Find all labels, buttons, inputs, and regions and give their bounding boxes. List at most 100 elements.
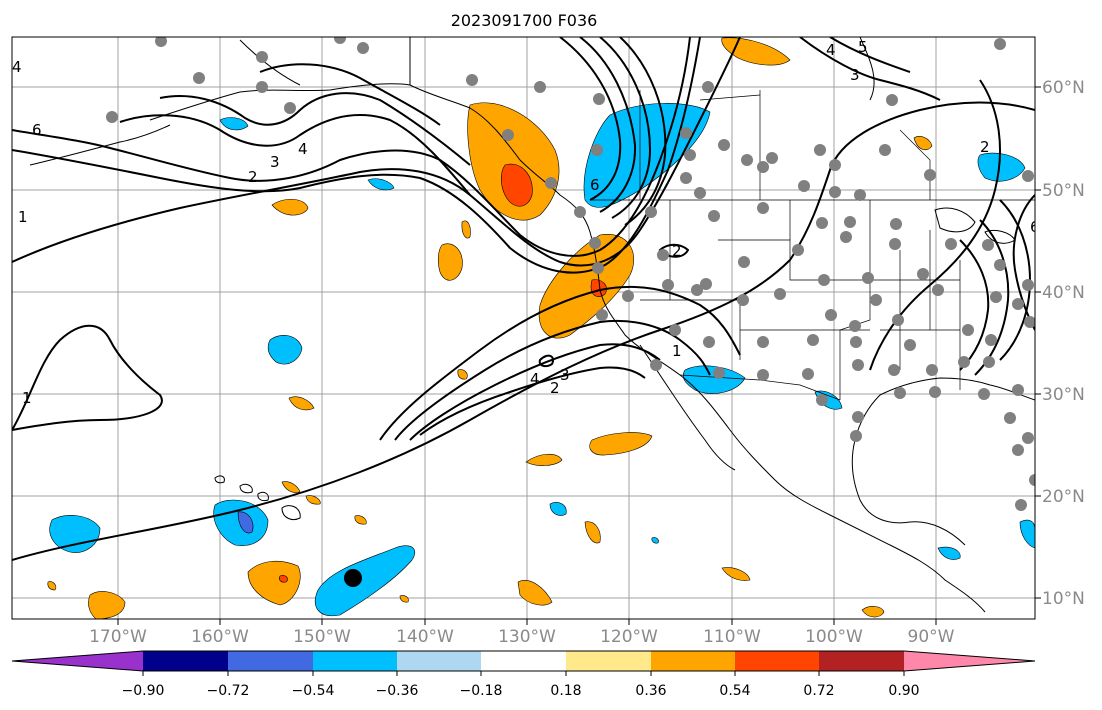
colorbar-tick-label: 0.90 — [888, 683, 919, 699]
contour-line — [829, 37, 911, 73]
contour-label: 2 — [980, 138, 990, 156]
negative-region — [977, 152, 1026, 182]
contour-line — [559, 37, 622, 201]
colorbar-extend-high — [904, 651, 1035, 671]
contour-line — [394, 319, 711, 441]
lat-label: 30°N — [1042, 385, 1085, 405]
contour-label: 6 — [32, 121, 42, 139]
storm-center-marker — [344, 569, 362, 587]
negative-region — [219, 117, 249, 131]
colorbar-segment — [566, 651, 651, 671]
contour-labels: 6 4 3 2 1 2 3 4 1 4 5 3 2 6 1 2 4 6 — [12, 38, 1035, 407]
contour-label: 2 — [550, 379, 560, 397]
positive-region — [437, 243, 463, 281]
colorbar-segment — [651, 651, 735, 671]
contour-label: 4 — [12, 58, 22, 76]
positive-region — [47, 581, 57, 591]
positive-region — [517, 580, 553, 606]
colorbar-segment — [143, 651, 228, 671]
contour-label: 2 — [248, 168, 258, 186]
contour-line — [974, 219, 1010, 376]
negative-region — [367, 178, 395, 191]
negative-region — [549, 502, 567, 516]
coastline — [29, 124, 171, 166]
coastline — [934, 207, 976, 233]
negative-region — [583, 103, 711, 208]
negative-region — [682, 365, 746, 394]
station-markers — [106, 37, 1035, 511]
lon-label: 130°W — [498, 627, 556, 647]
contour-line — [12, 324, 163, 431]
positive-region — [584, 521, 601, 544]
contour-label: 1 — [22, 389, 32, 407]
contour-line — [599, 37, 652, 219]
positive-region — [288, 396, 315, 411]
lon-label: 110°W — [703, 627, 761, 647]
longitude-labels: 170°W 160°W 150°W 140°W 130°W 120°W 110°… — [89, 627, 955, 647]
positive-region-strong — [590, 279, 607, 297]
tick-marks — [117, 86, 1041, 625]
positive-region — [461, 220, 471, 239]
positive-region — [88, 591, 126, 619]
lat-label: 20°N — [1042, 487, 1085, 507]
colorbar-tick-label: −0.54 — [292, 683, 335, 699]
positive-region — [281, 481, 301, 493]
contour-line — [12, 37, 701, 274]
colorbar-segment — [397, 651, 481, 671]
coastline — [854, 377, 1035, 441]
contour-label: 3 — [270, 153, 280, 171]
contour-line — [619, 37, 667, 226]
colorbar-segment — [228, 651, 313, 671]
map-frame — [11, 36, 1036, 620]
contour-label: 6 — [590, 176, 600, 194]
contour-line — [658, 243, 690, 258]
contours — [12, 37, 1035, 561]
colorbar: −0.90 −0.72 −0.54 −0.36 −0.18 0.18 0.36 … — [11, 650, 1036, 699]
positive-region — [271, 199, 309, 216]
positive-region — [525, 453, 563, 466]
anomaly-shading — [47, 37, 1035, 619]
coastline — [239, 483, 253, 494]
border — [899, 129, 931, 200]
negative-region — [1019, 519, 1035, 549]
coastline — [281, 505, 301, 521]
positive-region-strong — [500, 163, 533, 207]
contour-label: 2 — [672, 242, 682, 260]
contour-line — [119, 114, 471, 196]
positive-region — [399, 595, 409, 603]
colorbar-tick-label: −0.36 — [376, 683, 419, 699]
contour-label: 3 — [850, 66, 860, 84]
contour-line — [538, 354, 554, 368]
lon-label: 120°W — [600, 627, 658, 647]
contour-line — [12, 37, 741, 267]
contour-line — [799, 37, 941, 101]
colorbar-segment — [819, 651, 904, 671]
coastline — [257, 491, 269, 502]
colorbar-tick-label: −0.18 — [460, 683, 503, 699]
contour-line — [579, 37, 637, 213]
colorbar-tick-label: −0.90 — [122, 683, 165, 699]
lat-label: 60°N — [1042, 78, 1085, 98]
contour-line — [159, 92, 471, 166]
contour-line — [259, 63, 441, 126]
negative-region — [314, 545, 416, 617]
contour-line — [12, 101, 1035, 561]
colorbar-tick-label: 0.72 — [803, 683, 834, 699]
positive-region — [305, 495, 321, 505]
positive-region — [861, 606, 885, 618]
contour-label: 3 — [560, 366, 570, 384]
negative-region — [49, 515, 101, 553]
map-panel: 6 4 3 2 1 2 3 4 1 4 5 3 2 6 1 2 4 6 — [12, 37, 1035, 619]
contour-label: 1 — [18, 208, 28, 226]
lon-label: 160°W — [191, 627, 249, 647]
colorbar-tick-label: 0.36 — [635, 683, 666, 699]
contour-line — [869, 79, 1001, 371]
contour-label: 5 — [858, 38, 868, 56]
positive-region — [721, 567, 751, 581]
positive-region — [354, 515, 367, 525]
contour-label: 1 — [672, 342, 682, 360]
lon-label: 140°W — [396, 627, 454, 647]
latitude-labels: 60°N 50°N 40°N 30°N 20°N 10°N — [1042, 78, 1085, 609]
colorbar-tick-label: 0.54 — [719, 683, 750, 699]
